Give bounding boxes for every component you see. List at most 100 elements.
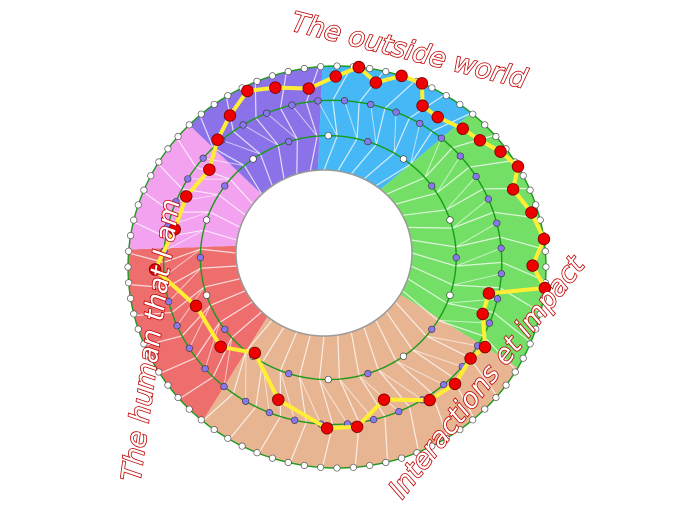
spoke-line bbox=[407, 278, 532, 343]
spoke-line bbox=[318, 335, 334, 468]
spoke-line bbox=[385, 311, 475, 419]
spoke-line bbox=[410, 123, 421, 165]
outer-node bbox=[124, 263, 132, 271]
middle-node bbox=[472, 172, 480, 181]
outer-node bbox=[492, 393, 500, 402]
outer-node bbox=[519, 354, 527, 362]
middle-node bbox=[288, 101, 296, 109]
outer-node bbox=[164, 381, 172, 389]
outer-node bbox=[253, 77, 261, 85]
spoke-line bbox=[163, 248, 201, 277]
red-node bbox=[395, 69, 408, 83]
outer-node bbox=[268, 454, 276, 462]
spoke-line bbox=[437, 319, 490, 324]
inner-node bbox=[285, 138, 293, 146]
red-node bbox=[448, 377, 462, 391]
red-node bbox=[423, 393, 436, 407]
red-node bbox=[189, 299, 203, 313]
middle-node bbox=[484, 195, 492, 203]
spoke-line bbox=[394, 301, 498, 397]
spoke-line bbox=[203, 157, 245, 167]
spoke-line bbox=[350, 80, 416, 175]
outer-node bbox=[456, 100, 464, 108]
red-node bbox=[223, 109, 237, 122]
spoke-line bbox=[291, 104, 318, 137]
red-node bbox=[180, 190, 193, 203]
outer-node bbox=[539, 294, 547, 302]
spoke-line bbox=[199, 115, 263, 195]
outer-node bbox=[284, 68, 292, 76]
outer-node bbox=[542, 263, 550, 271]
outer-node bbox=[442, 434, 450, 442]
outer-node bbox=[253, 449, 261, 457]
middle-node bbox=[199, 154, 207, 162]
outer-node bbox=[382, 458, 390, 466]
middle-node bbox=[437, 134, 445, 142]
spoke-line bbox=[188, 305, 211, 349]
middle-node bbox=[497, 244, 505, 252]
outer-node bbox=[224, 92, 232, 100]
spoke-line bbox=[279, 71, 298, 175]
middle-node bbox=[173, 322, 181, 330]
red-node bbox=[537, 232, 551, 246]
spoke-line bbox=[370, 104, 377, 145]
inner-node bbox=[203, 291, 211, 299]
spoke-line bbox=[317, 100, 338, 137]
outer-node bbox=[147, 172, 155, 180]
spoke-line bbox=[363, 326, 420, 453]
spoke-line bbox=[128, 248, 237, 264]
red-node bbox=[476, 307, 489, 321]
inner-node bbox=[428, 325, 436, 333]
inner-node bbox=[428, 182, 436, 190]
red-node bbox=[203, 163, 216, 176]
spoke-line bbox=[242, 124, 279, 146]
red-node bbox=[269, 81, 282, 94]
middle-node bbox=[493, 295, 502, 303]
middle-node bbox=[184, 175, 192, 183]
middle-node bbox=[416, 119, 424, 128]
spoke-line bbox=[411, 252, 546, 282]
red-node bbox=[369, 76, 383, 89]
outer-node bbox=[127, 294, 135, 302]
spoke-line bbox=[223, 337, 233, 387]
red-node bbox=[431, 110, 444, 124]
red-node bbox=[416, 99, 429, 112]
spoke-line bbox=[395, 360, 444, 386]
spoke-line bbox=[133, 221, 238, 241]
red-node bbox=[538, 281, 552, 295]
outer-node bbox=[541, 247, 549, 255]
outer-node bbox=[174, 132, 182, 141]
middle-node bbox=[263, 109, 271, 117]
outer-node bbox=[300, 64, 308, 73]
red-node bbox=[168, 223, 181, 236]
red-node bbox=[377, 393, 391, 406]
middle-node bbox=[367, 100, 375, 109]
outer-node bbox=[284, 458, 292, 466]
spoke-line bbox=[279, 370, 296, 421]
spoke-line bbox=[455, 247, 502, 267]
inner-node bbox=[446, 216, 454, 224]
outer-node bbox=[130, 310, 138, 318]
outer-node bbox=[413, 449, 421, 457]
outer-node bbox=[349, 463, 357, 471]
outer-node bbox=[197, 110, 205, 118]
red-node bbox=[482, 287, 496, 300]
red-node bbox=[211, 133, 224, 146]
spoke-line bbox=[452, 198, 489, 229]
inner-node bbox=[221, 182, 229, 190]
outer-node bbox=[428, 84, 436, 92]
middle-node bbox=[185, 344, 193, 352]
outer-node bbox=[481, 121, 489, 129]
red-node bbox=[494, 145, 507, 158]
spoke-line bbox=[426, 335, 478, 347]
outer-node bbox=[333, 464, 341, 472]
middle-node bbox=[370, 416, 378, 424]
outer-node bbox=[317, 463, 325, 471]
middle-node bbox=[340, 97, 349, 105]
spoke-line bbox=[377, 369, 423, 401]
sector-blue bbox=[317, 66, 472, 190]
red-node bbox=[456, 122, 469, 135]
